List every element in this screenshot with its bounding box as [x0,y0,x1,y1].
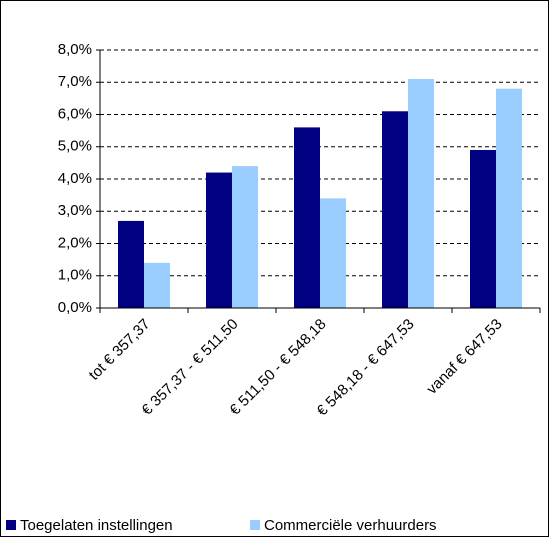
y-tick-label: 0,0% [58,299,92,316]
y-tick-label: 3,0% [58,202,92,219]
bar [408,79,434,309]
bar [470,149,496,308]
bar [118,220,144,308]
y-tick-label: 8,0% [58,41,92,58]
bar [232,166,258,308]
legend-swatch [6,520,16,530]
y-tick-label: 4,0% [58,170,92,187]
bar [206,172,232,308]
bar [496,88,522,308]
legend-label: Commerciële verhuurders [264,517,437,534]
y-tick-label: 6,0% [58,105,92,122]
y-tick-label: 7,0% [58,73,92,90]
y-tick-label: 5,0% [58,138,92,155]
y-tick-label: 1,0% [58,267,92,284]
legend-label: Toegelaten instellingen [20,517,173,534]
bar [144,262,170,308]
bar [320,198,346,308]
bar [294,127,320,309]
bar [382,111,408,309]
legend-swatch [250,520,260,530]
y-tick-label: 2,0% [58,234,92,251]
